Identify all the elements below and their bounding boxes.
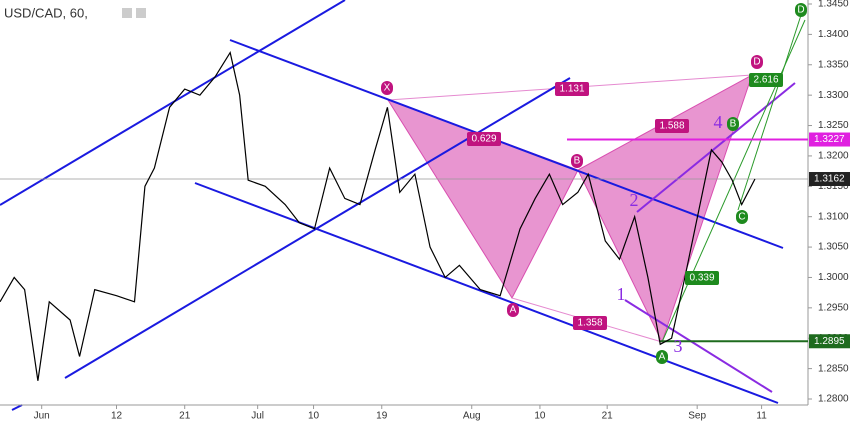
y-tick-label: 1.3300 — [818, 90, 849, 101]
ratio-box — [749, 73, 783, 87]
x-tick-label: Aug — [463, 411, 481, 422]
pattern-label: C — [738, 212, 745, 223]
price-tag — [809, 334, 850, 349]
y-tick-label: 1.3050 — [818, 242, 849, 253]
trend-line — [0, 0, 346, 206]
pattern-label: B — [730, 119, 737, 130]
y-tick-label: 1.2950 — [818, 302, 849, 313]
x-tick-label: 11 — [756, 411, 767, 422]
ratio-box — [573, 316, 607, 330]
y-tick-label: 1.3200 — [818, 151, 849, 162]
price-tag-label: 1.2895 — [814, 336, 845, 347]
wave-line — [624, 299, 773, 393]
trend-line — [194, 182, 779, 404]
y-tick-label: 1.3100 — [818, 211, 849, 222]
ratio-label: 2.616 — [753, 75, 778, 86]
x-tick-label: 21 — [179, 411, 191, 422]
x-tick-label: 21 — [602, 411, 614, 422]
y-tick-label: 1.3000 — [818, 272, 849, 283]
wave-label: 2 — [630, 190, 639, 210]
x-tick-label: 12 — [111, 411, 123, 422]
y-tick-label: 1.3150 — [818, 181, 849, 192]
ratio-label: 1.588 — [659, 121, 684, 132]
trend-line — [64, 77, 571, 379]
price-tag — [809, 172, 850, 187]
pattern-label: A — [659, 352, 666, 363]
y-tick-label: 1.3350 — [818, 59, 849, 70]
pattern-label-box — [736, 210, 748, 224]
ratio-box — [655, 119, 689, 133]
pattern-label: A — [510, 305, 517, 316]
projection-line — [737, 11, 803, 211]
y-tick-label: 1.2800 — [818, 394, 849, 405]
pattern-label-box — [656, 350, 668, 364]
x-tick-label: 10 — [534, 411, 546, 422]
pattern-label-box — [751, 55, 763, 69]
chart-title: USD/CAD, 60, — [4, 5, 88, 20]
pattern-label-box — [507, 303, 519, 317]
pattern-label: X — [384, 83, 391, 94]
pattern-label-box — [571, 154, 583, 168]
pattern-bcd — [577, 73, 753, 344]
pattern-label: D — [753, 57, 760, 68]
x-tick-label: 19 — [376, 411, 388, 422]
ratio-box — [685, 271, 719, 285]
y-tick-label: 1.3450 — [818, 0, 849, 10]
price-tag-label: 1.3227 — [814, 134, 845, 145]
wave-label: 1 — [617, 284, 626, 304]
trend-line — [11, 404, 23, 411]
x-tick-label: 10 — [308, 411, 320, 422]
price-tag — [809, 132, 850, 147]
ratio-label: 0.629 — [471, 134, 496, 145]
pattern-label-box — [795, 3, 807, 17]
price-tag-label: 1.3162 — [814, 174, 845, 185]
wave-line — [636, 82, 796, 213]
ratio-box — [555, 82, 589, 96]
y-tick-label: 1.3250 — [818, 120, 849, 131]
ratio-label: 0.339 — [689, 273, 714, 284]
ratio-box — [467, 132, 501, 146]
x-tick-label: Sep — [688, 411, 706, 422]
ratio-label: 1.358 — [577, 318, 602, 329]
y-tick-label: 1.3400 — [818, 29, 849, 40]
x-tick-label: Jun — [34, 411, 50, 422]
trend-line — [229, 39, 784, 249]
pattern-label: D — [797, 5, 804, 16]
y-tick-label: 1.2850 — [818, 363, 849, 374]
close-icon[interactable] — [136, 8, 146, 18]
drawings — [0, 0, 806, 411]
pattern-label-box — [727, 117, 739, 131]
ratio-label: 1.131 — [559, 84, 584, 95]
wave-label: 4 — [714, 112, 723, 132]
pattern-label: B — [574, 156, 581, 167]
price-line — [0, 51, 756, 381]
x-tick-label: Jul — [251, 411, 264, 422]
wave-label: 3 — [674, 336, 683, 356]
settings-icon[interactable] — [122, 8, 132, 18]
pattern-label-box — [381, 81, 393, 95]
